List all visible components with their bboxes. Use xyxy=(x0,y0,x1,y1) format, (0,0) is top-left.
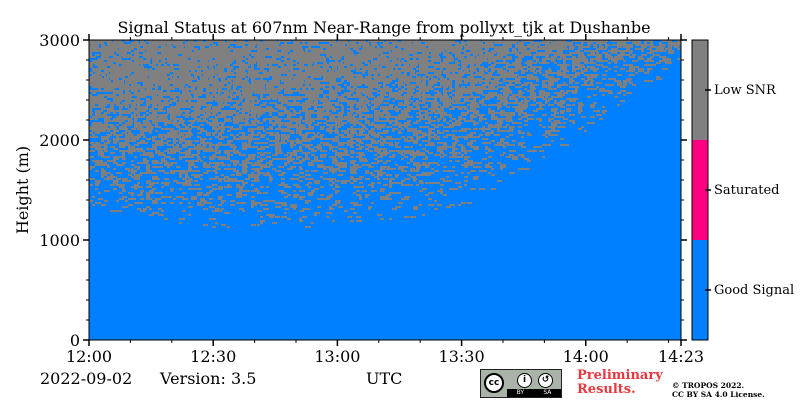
axes: 12:00 12:30 13:00 13:30 14:00 14:23 0 1000 2000 3… xyxy=(39,31,704,366)
plot-frame xyxy=(88,39,682,341)
preliminary-line-1: Preliminary xyxy=(577,368,663,383)
y-tick-label: 2000 xyxy=(39,131,80,150)
cc-license-badge: cc i ↺ BY SA xyxy=(480,369,562,398)
version-label: Version: 3.5 xyxy=(160,369,257,388)
chart-title: Signal Status at 607nm Near-Range from p… xyxy=(117,18,650,37)
copyright-line-1: © TROPOS 2022. xyxy=(672,381,745,390)
date-label: 2022-09-02 xyxy=(40,369,133,388)
y-tick-label: 1000 xyxy=(39,231,80,250)
copyright-notice: © TROPOS 2022. CC BY SA 4.0 License. xyxy=(672,381,765,399)
utc-label: UTC xyxy=(366,369,403,388)
copyright-line-2: CC BY SA 4.0 License. xyxy=(672,390,765,399)
heatmap-area xyxy=(89,40,681,340)
attribution-icon: i xyxy=(517,373,532,388)
x-tick-label: 13:30 xyxy=(439,347,485,366)
cc-icon: cc xyxy=(484,373,504,393)
x-tick-label: 14:23 xyxy=(658,347,704,366)
y-tick-label: 0 xyxy=(70,331,80,350)
preliminary-notice: Preliminary Results. xyxy=(577,369,663,397)
preliminary-line-2: Results. xyxy=(577,382,636,397)
colorbar-segment xyxy=(692,140,708,240)
low-snr-pixels xyxy=(89,40,681,228)
colorbar-segment xyxy=(692,240,708,340)
colorbar-frame xyxy=(691,39,709,341)
cc-strip: BY SA xyxy=(507,389,561,397)
cc-sa-label: SA xyxy=(543,389,552,396)
colorbar-label: Good Signal xyxy=(714,283,794,298)
share-alike-icon: ↺ xyxy=(538,373,553,388)
x-tick-label: 12:00 xyxy=(66,347,112,366)
cc-by-label: BY xyxy=(516,389,525,396)
colorbar-segment xyxy=(692,40,708,140)
colorbar: Good Signal Saturated Low SNR xyxy=(691,39,794,341)
x-tick-label: 14:00 xyxy=(563,347,609,366)
y-axis-label: Height (m) xyxy=(13,146,32,234)
x-tick-label: 12:30 xyxy=(190,347,236,366)
x-tick-label: 13:00 xyxy=(314,347,360,366)
colorbar-label: Low SNR xyxy=(714,83,777,98)
y-tick-label: 3000 xyxy=(39,31,80,50)
colorbar-label: Saturated xyxy=(714,183,779,198)
